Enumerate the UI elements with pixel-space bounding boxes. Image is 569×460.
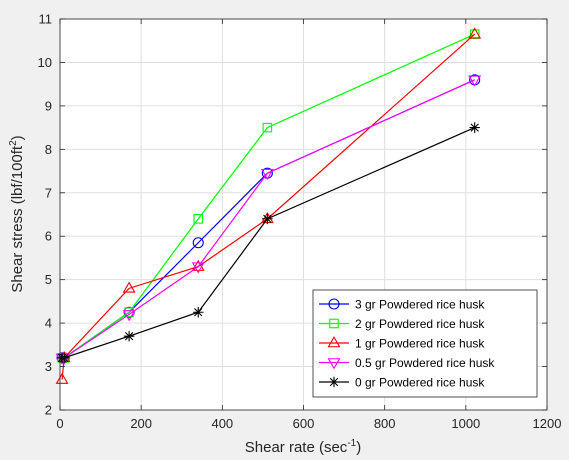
legend-marker: [327, 336, 341, 348]
legend-item: 3 gr Powdered rice husk: [319, 298, 485, 312]
data-point: [262, 122, 273, 133]
data-point: [122, 281, 136, 293]
data-point: [191, 262, 205, 274]
y-tick-label: 6: [45, 229, 52, 244]
data-point: [192, 307, 204, 318]
legend-label: 0 gr Powdered rice husk: [355, 376, 485, 390]
x-tick-label: 400: [211, 416, 233, 431]
data-point: [193, 214, 204, 224]
x-tick-label: 0: [56, 416, 63, 431]
y-tick-label: 3: [45, 359, 52, 374]
data-point: [468, 75, 482, 87]
data-point: [123, 330, 135, 342]
legend-label: 2 gr Powdered rice husk: [355, 317, 485, 331]
x-axis-label-sup: -1: [347, 438, 356, 449]
legend: 3 gr Powdered rice husk 2 gr Powdered ric…: [312, 289, 538, 398]
data-point: [55, 372, 69, 384]
y-axis-label: Shear stress (lbf/100ft2): [8, 135, 26, 292]
x-tick-label: 1000: [451, 416, 480, 431]
x-tick-label: 800: [374, 416, 396, 431]
data-point: [58, 352, 70, 364]
y-tick-label: 10: [38, 55, 52, 70]
legend-label: 1 gr Powdered rice husk: [355, 337, 485, 351]
legend-marker: [328, 298, 340, 310]
legend-label: 3 gr Powdered rice husk: [355, 298, 485, 312]
data-point: [191, 259, 205, 271]
x-axis: 0 200 400 600 800 1000 1200: [56, 19, 561, 431]
legend-item: 0.5 gr Powdered rice husk: [319, 356, 495, 370]
data-point: [469, 122, 480, 133]
legend-marker: [328, 376, 340, 388]
y-tick-label: 5: [45, 272, 52, 287]
legend-item: 2 gr Powdered rice husk: [319, 317, 485, 331]
y-tick-label: 7: [45, 185, 52, 200]
legend-item: 1 gr Powdered rice husk: [319, 336, 485, 351]
y-tick-label: 9: [45, 98, 52, 113]
x-tick-label: 200: [130, 416, 152, 431]
data-point: [122, 310, 136, 322]
legend-marker: [329, 318, 339, 329]
y-tick-label: 8: [45, 142, 52, 157]
series-layer: [55, 27, 482, 384]
x-axis-label: Shear rate (sec-1): [245, 438, 361, 456]
series-4: [56, 122, 480, 364]
y-tick-label: 11: [39, 12, 53, 27]
data-point: [192, 237, 204, 249]
data-point: [260, 168, 274, 181]
legend-label: 0.5 gr Powdered rice husk: [355, 356, 495, 370]
x-tick-label: 600: [293, 416, 315, 431]
x-tick-label: 1200: [533, 416, 562, 431]
y-tick-label: 4: [45, 316, 52, 331]
data-point: [262, 213, 273, 225]
legend-box: [312, 289, 538, 398]
legend-item: 0 gr Powdered rice husk: [319, 376, 485, 390]
y-tick-label: 2: [45, 403, 52, 418]
y-axis: 2 3 4 5 6 7 8 9 10 11: [38, 12, 547, 418]
y-axis-label-sup: 2: [8, 140, 19, 146]
data-point: [468, 27, 482, 39]
legend-marker: [327, 358, 341, 370]
